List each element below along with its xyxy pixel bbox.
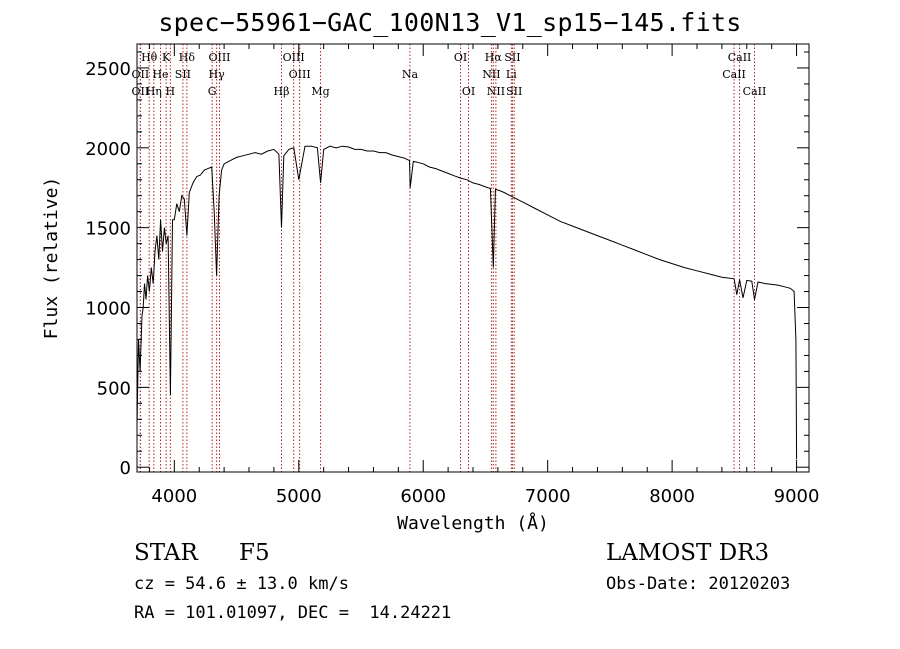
y-tick-label: 0: [120, 458, 131, 479]
line-marker-label-7: H: [166, 85, 176, 98]
object-type-label: STAR: [134, 540, 198, 566]
line-marker-label-25: CaII: [728, 51, 752, 64]
x-tick-label: 4000: [151, 486, 197, 507]
x-tick-label: 6000: [400, 486, 446, 507]
plot-frame: [136, 43, 810, 473]
y-tick-label: 2000: [85, 139, 131, 160]
line-marker-label-27: CaII: [743, 85, 767, 98]
line-marker-label-4: He: [152, 68, 168, 81]
y-tick-label: 500: [97, 378, 131, 399]
line-marker-label-3: Hη: [146, 85, 162, 98]
line-marker-label-10: Hγ: [209, 68, 226, 81]
survey-label: LAMOST DR3: [606, 540, 770, 566]
line-marker-label-17: OI: [454, 51, 467, 64]
radec-value: RA = 101.01097, DEC = 14.24221: [134, 603, 452, 623]
spectrum-line: [136, 145, 798, 460]
line-marker-label-23: Li: [506, 68, 517, 81]
y-tick-label: 1000: [85, 299, 131, 320]
line-marker-label-0: Hθ: [141, 51, 158, 64]
radec-label: RA = 101.01097, DEC = 14.24221: [134, 603, 451, 623]
line-marker-label-13: OIII: [283, 51, 305, 64]
line-marker-label-21: NII: [487, 85, 505, 98]
y-axis-label: Flux (relative): [41, 177, 62, 340]
redshift-label: cz = 54.6 ± 13.0 km/s: [134, 574, 349, 594]
line-marker-label-16: Na: [402, 68, 419, 81]
line-marker-label-9: OIII: [208, 51, 230, 64]
x-axis-label: Wavelength (Å): [397, 512, 549, 534]
x-tick-label: 7000: [525, 486, 571, 507]
line-marker-label-22: SII: [504, 51, 520, 64]
line-marker-label-2: OII: [132, 85, 150, 98]
line-marker-label-11: G: [208, 85, 217, 98]
obs-date-label: Obs-Date: 20120203: [606, 574, 791, 594]
line-marker-label-24: SII: [506, 85, 522, 98]
subclass-label: F5: [239, 540, 270, 566]
line-marker-label-8: Hδ: [179, 51, 196, 64]
line-marker-label-1: OII: [132, 68, 150, 81]
chart-title: spec−55961−GAC_100N13_V1_sp15−145.fits: [158, 8, 742, 37]
y-tick-label: 2500: [85, 59, 131, 80]
line-marker-label-19: Hα: [485, 51, 503, 64]
line-marker-label-26: CaII: [722, 68, 746, 81]
line-marker-label-6: SII: [175, 68, 191, 81]
line-marker-label-20: NII: [482, 68, 500, 81]
x-tick-label: 9000: [774, 486, 820, 507]
line-marker-label-15: Mg: [311, 85, 329, 98]
line-marker-label-5: K: [162, 51, 171, 64]
line-marker-label-14: OIII: [289, 68, 311, 81]
x-tick-label: 8000: [649, 486, 695, 507]
line-marker-label-12: Hβ: [274, 85, 290, 98]
y-tick-label: 1500: [85, 219, 131, 240]
x-tick-label: 5000: [276, 486, 322, 507]
line-marker-label-18: OI: [462, 85, 475, 98]
